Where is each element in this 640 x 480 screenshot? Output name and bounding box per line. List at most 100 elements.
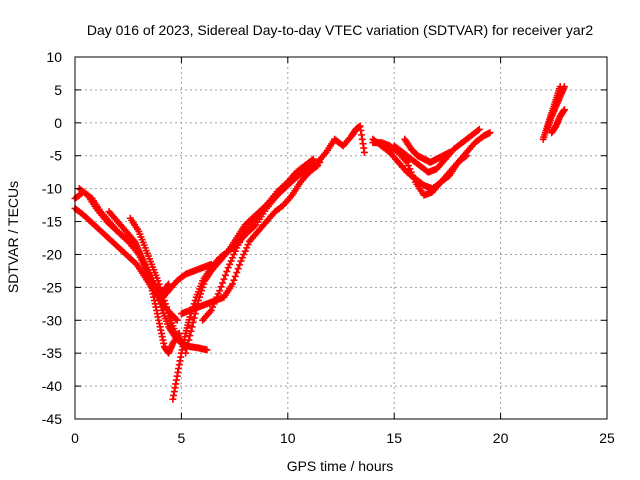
data-point bbox=[197, 290, 205, 298]
data-point bbox=[410, 175, 418, 183]
x-tick-label: 5 bbox=[178, 430, 186, 446]
data-point bbox=[309, 155, 317, 163]
grid-lines bbox=[75, 57, 607, 419]
data-point bbox=[240, 250, 248, 258]
data-point bbox=[164, 306, 172, 314]
data-point bbox=[233, 269, 241, 277]
y-tick-label: -25 bbox=[42, 279, 62, 295]
data-point bbox=[217, 283, 225, 291]
y-tick-label: -20 bbox=[42, 246, 62, 262]
series-13 bbox=[369, 139, 471, 199]
data-point bbox=[409, 171, 417, 179]
y-tick-label: 0 bbox=[54, 115, 62, 131]
x-tick-label: 25 bbox=[599, 430, 615, 446]
series-3 bbox=[71, 204, 181, 324]
y-tick-label: -5 bbox=[50, 148, 63, 164]
series-10 bbox=[199, 155, 317, 324]
data-point bbox=[475, 125, 483, 133]
data-point bbox=[172, 315, 180, 323]
data-point bbox=[195, 293, 203, 301]
data-point bbox=[155, 280, 163, 288]
data-point bbox=[223, 267, 231, 275]
data-point bbox=[228, 280, 236, 288]
data-point bbox=[166, 313, 174, 321]
data-point bbox=[194, 297, 202, 305]
data-point bbox=[243, 244, 251, 252]
y-axis-label: SDTVAR / TECUs bbox=[5, 181, 21, 293]
data-point bbox=[241, 247, 249, 255]
data-point bbox=[404, 162, 412, 170]
y-tick-label: -30 bbox=[42, 312, 62, 328]
data-point bbox=[231, 272, 239, 280]
data-point bbox=[403, 158, 411, 166]
data-point bbox=[189, 318, 197, 326]
data-point bbox=[185, 336, 193, 344]
data-points bbox=[71, 83, 568, 403]
data-point bbox=[200, 280, 208, 288]
axis-ticks: 0 5 10 15 20 25 10 5 0 -5 -10 -15 -20 -25 -30 -35 -40 -45 bbox=[42, 49, 615, 446]
data-point bbox=[154, 277, 162, 285]
data-point bbox=[211, 297, 219, 305]
data-point bbox=[161, 300, 169, 308]
data-point bbox=[226, 260, 234, 268]
data-point bbox=[360, 148, 368, 156]
y-tick-label: 5 bbox=[54, 82, 62, 98]
series-11 bbox=[305, 122, 368, 176]
data-point bbox=[207, 306, 215, 314]
data-point bbox=[486, 129, 494, 137]
y-tick-label: -10 bbox=[42, 181, 62, 197]
data-point bbox=[308, 156, 316, 164]
series-14 bbox=[390, 125, 483, 176]
data-point bbox=[234, 265, 242, 273]
data-point bbox=[461, 153, 469, 161]
x-tick-label: 10 bbox=[280, 430, 296, 446]
data-point bbox=[474, 126, 482, 134]
data-point bbox=[244, 241, 252, 249]
data-point bbox=[182, 349, 190, 357]
data-point bbox=[231, 247, 239, 255]
data-point bbox=[407, 168, 415, 176]
y-tick-label: -15 bbox=[42, 214, 62, 230]
data-point bbox=[187, 327, 195, 335]
data-point bbox=[214, 290, 222, 298]
data-point bbox=[463, 152, 471, 160]
x-tick-label: 20 bbox=[493, 430, 509, 446]
data-point bbox=[560, 106, 568, 114]
data-point bbox=[236, 261, 244, 269]
data-point bbox=[203, 346, 211, 354]
data-point bbox=[186, 332, 194, 340]
data-point bbox=[446, 148, 454, 156]
data-point bbox=[227, 257, 235, 265]
data-point bbox=[210, 300, 218, 308]
data-point bbox=[156, 283, 164, 291]
data-point bbox=[237, 257, 245, 265]
data-point bbox=[230, 250, 238, 258]
data-point bbox=[188, 323, 196, 331]
series-17 bbox=[543, 83, 568, 133]
data-point bbox=[186, 313, 194, 321]
data-point bbox=[213, 293, 221, 301]
data-point bbox=[199, 283, 207, 291]
data-point bbox=[220, 275, 228, 283]
series-18 bbox=[548, 106, 568, 137]
plot-frame bbox=[74, 56, 608, 420]
chart-title: Day 016 of 2023, Sidereal Day-to-day VTE… bbox=[87, 22, 593, 38]
data-point bbox=[163, 303, 171, 311]
data-point bbox=[209, 303, 217, 311]
data-point bbox=[219, 279, 227, 287]
data-point bbox=[183, 345, 191, 353]
data-point bbox=[190, 314, 198, 322]
data-point bbox=[165, 310, 173, 318]
series-6 bbox=[156, 260, 215, 305]
y-tick-label: -45 bbox=[42, 411, 62, 427]
data-point bbox=[184, 340, 192, 348]
y-tick-label: -35 bbox=[42, 345, 62, 361]
data-point bbox=[221, 271, 229, 279]
data-point bbox=[228, 254, 236, 262]
data-point bbox=[406, 165, 414, 173]
x-tick-label: 0 bbox=[71, 430, 79, 446]
data-point bbox=[157, 287, 165, 295]
x-axis-label: GPS time / hours bbox=[287, 458, 394, 474]
